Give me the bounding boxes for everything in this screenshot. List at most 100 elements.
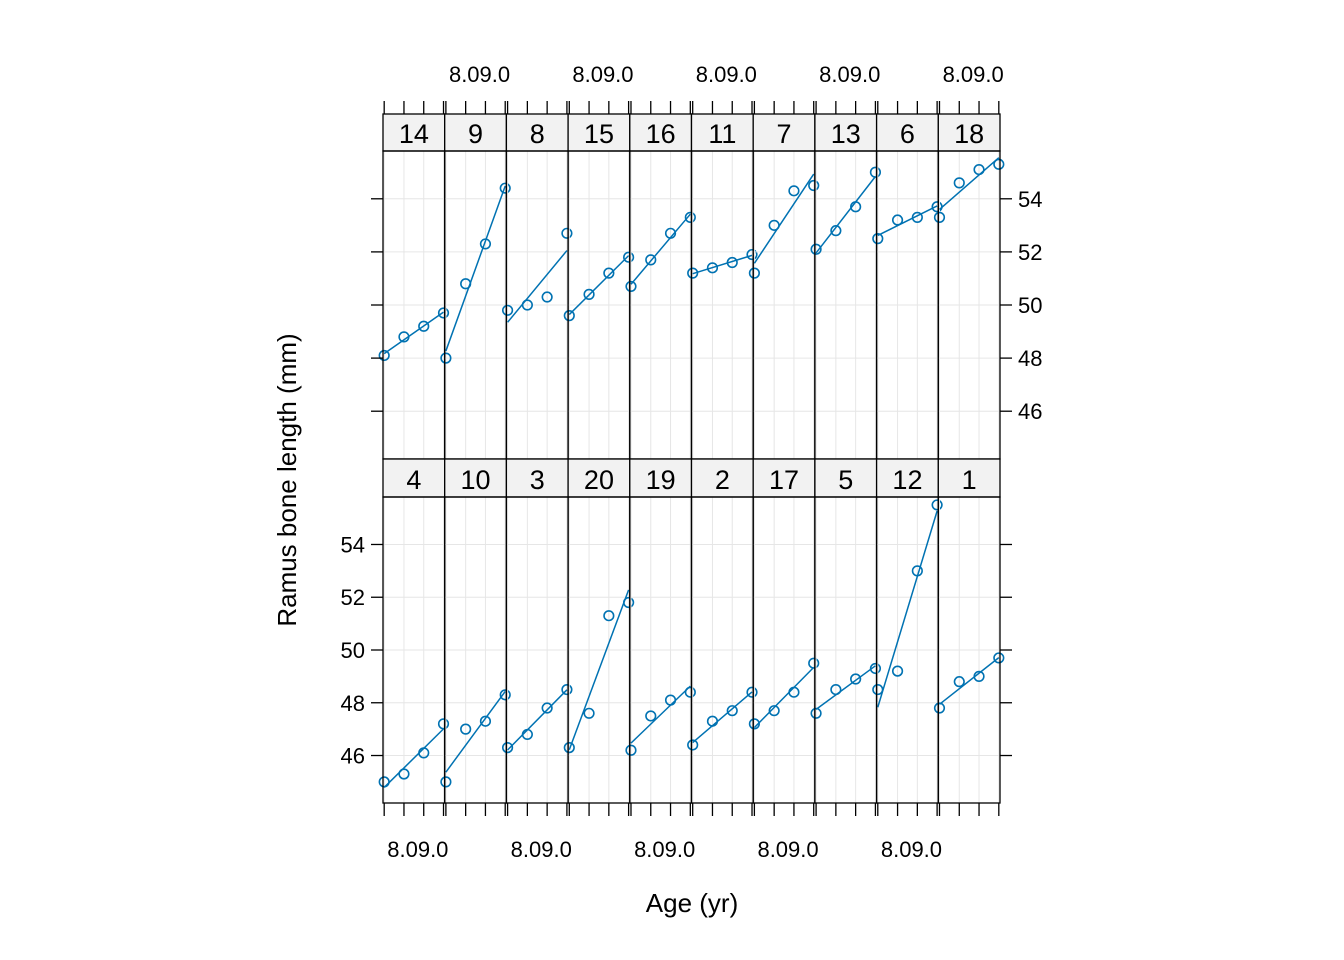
panel-label: 11: [708, 119, 736, 149]
data-point: [623, 596, 635, 609]
series-line: [877, 205, 938, 237]
panel-label: 19: [646, 465, 676, 495]
panel-strip: [505, 113, 569, 152]
data-point: [746, 248, 758, 261]
data-point: [748, 267, 760, 279]
data-point: [603, 267, 615, 279]
data-point: [810, 243, 822, 255]
data-point: [830, 683, 842, 696]
data-point: [603, 610, 615, 622]
x-tick-label: 8.09.0: [572, 62, 633, 87]
series-line: [692, 691, 753, 744]
y-tick-label: 52: [1018, 240, 1042, 265]
data-point: [748, 718, 760, 730]
data-point: [499, 689, 511, 701]
series-line: [445, 185, 506, 352]
panel-label: 1: [962, 465, 977, 495]
data-point: [398, 768, 410, 780]
data-point: [808, 657, 820, 669]
series-line: [630, 685, 691, 744]
panel-strip: [690, 113, 754, 152]
panel-label: 5: [838, 465, 853, 495]
series-line: [445, 690, 506, 773]
panel-label: 14: [399, 119, 429, 149]
y-tick-label: 50: [1018, 293, 1042, 318]
y-axis-label: Ramus bone length (mm): [272, 333, 302, 626]
data-point: [768, 705, 780, 717]
series-line: [383, 728, 445, 788]
series-line: [815, 665, 876, 710]
data-point: [911, 211, 923, 223]
x-tick-label: 8.09.0: [819, 62, 880, 87]
data-point: [808, 179, 820, 192]
data-point: [664, 694, 677, 706]
data-point: [440, 776, 452, 788]
y-tick-label: 46: [341, 744, 365, 769]
series-line: [815, 176, 877, 254]
series-line: [692, 254, 753, 275]
data-point: [973, 163, 985, 176]
data-point: [563, 742, 575, 754]
data-point: [561, 227, 573, 239]
data-point: [726, 256, 738, 269]
data-point: [499, 182, 511, 194]
data-point: [563, 310, 575, 322]
data-point: [378, 349, 390, 362]
series-line: [753, 666, 815, 729]
data-point: [953, 676, 965, 688]
data-point: [684, 211, 696, 223]
data-point: [521, 728, 533, 741]
data-point: [479, 238, 492, 250]
panel-strip: [937, 113, 1001, 152]
data-point: [437, 718, 450, 730]
data-point: [561, 683, 573, 696]
data-point: [872, 683, 884, 696]
data-point: [437, 307, 450, 319]
x-axis-label: Age (yr): [646, 888, 738, 918]
data-point: [933, 702, 946, 714]
data-point: [726, 705, 738, 717]
x-tick-label: 8.09.0: [387, 837, 448, 862]
y-tick-label: 48: [1018, 346, 1042, 371]
panel-strip: [937, 458, 1001, 498]
data-point: [687, 267, 699, 279]
panel-label: 9: [468, 119, 483, 149]
data-point: [872, 233, 884, 245]
data-point: [850, 201, 862, 213]
series-line: [383, 311, 444, 355]
data-point: [583, 288, 595, 300]
series-line: [938, 157, 1000, 210]
data-point: [664, 227, 677, 239]
data-point: [869, 662, 882, 675]
data-point: [830, 225, 842, 237]
data-point: [891, 665, 904, 677]
y-tick-label: 54: [341, 532, 365, 557]
data-point: [850, 673, 862, 685]
x-tick-label: 8.09.0: [634, 837, 695, 862]
data-point: [460, 278, 472, 290]
data-point: [706, 715, 719, 727]
data-point: [418, 747, 430, 759]
data-point: [768, 219, 780, 231]
x-tick-label: 8.09.0: [511, 837, 572, 862]
panel-label: 18: [954, 119, 984, 149]
data-point: [625, 744, 637, 756]
data-point: [623, 251, 635, 263]
y-tick-label: 46: [1018, 399, 1042, 424]
panel-strip: [567, 458, 631, 498]
data-point: [541, 291, 553, 303]
data-point: [931, 499, 943, 511]
data-point: [973, 670, 985, 682]
panel-label: 2: [715, 465, 730, 495]
panel-label: 20: [584, 465, 614, 495]
x-tick-label: 8.09.0: [881, 837, 942, 862]
data-point: [418, 320, 430, 332]
data-point: [684, 686, 696, 698]
panel-strip: [629, 113, 693, 152]
y-tick-label: 52: [341, 585, 365, 610]
data-point: [953, 177, 965, 189]
panel-label: 6: [900, 119, 915, 149]
data-point: [869, 166, 882, 178]
data-point: [440, 352, 452, 364]
